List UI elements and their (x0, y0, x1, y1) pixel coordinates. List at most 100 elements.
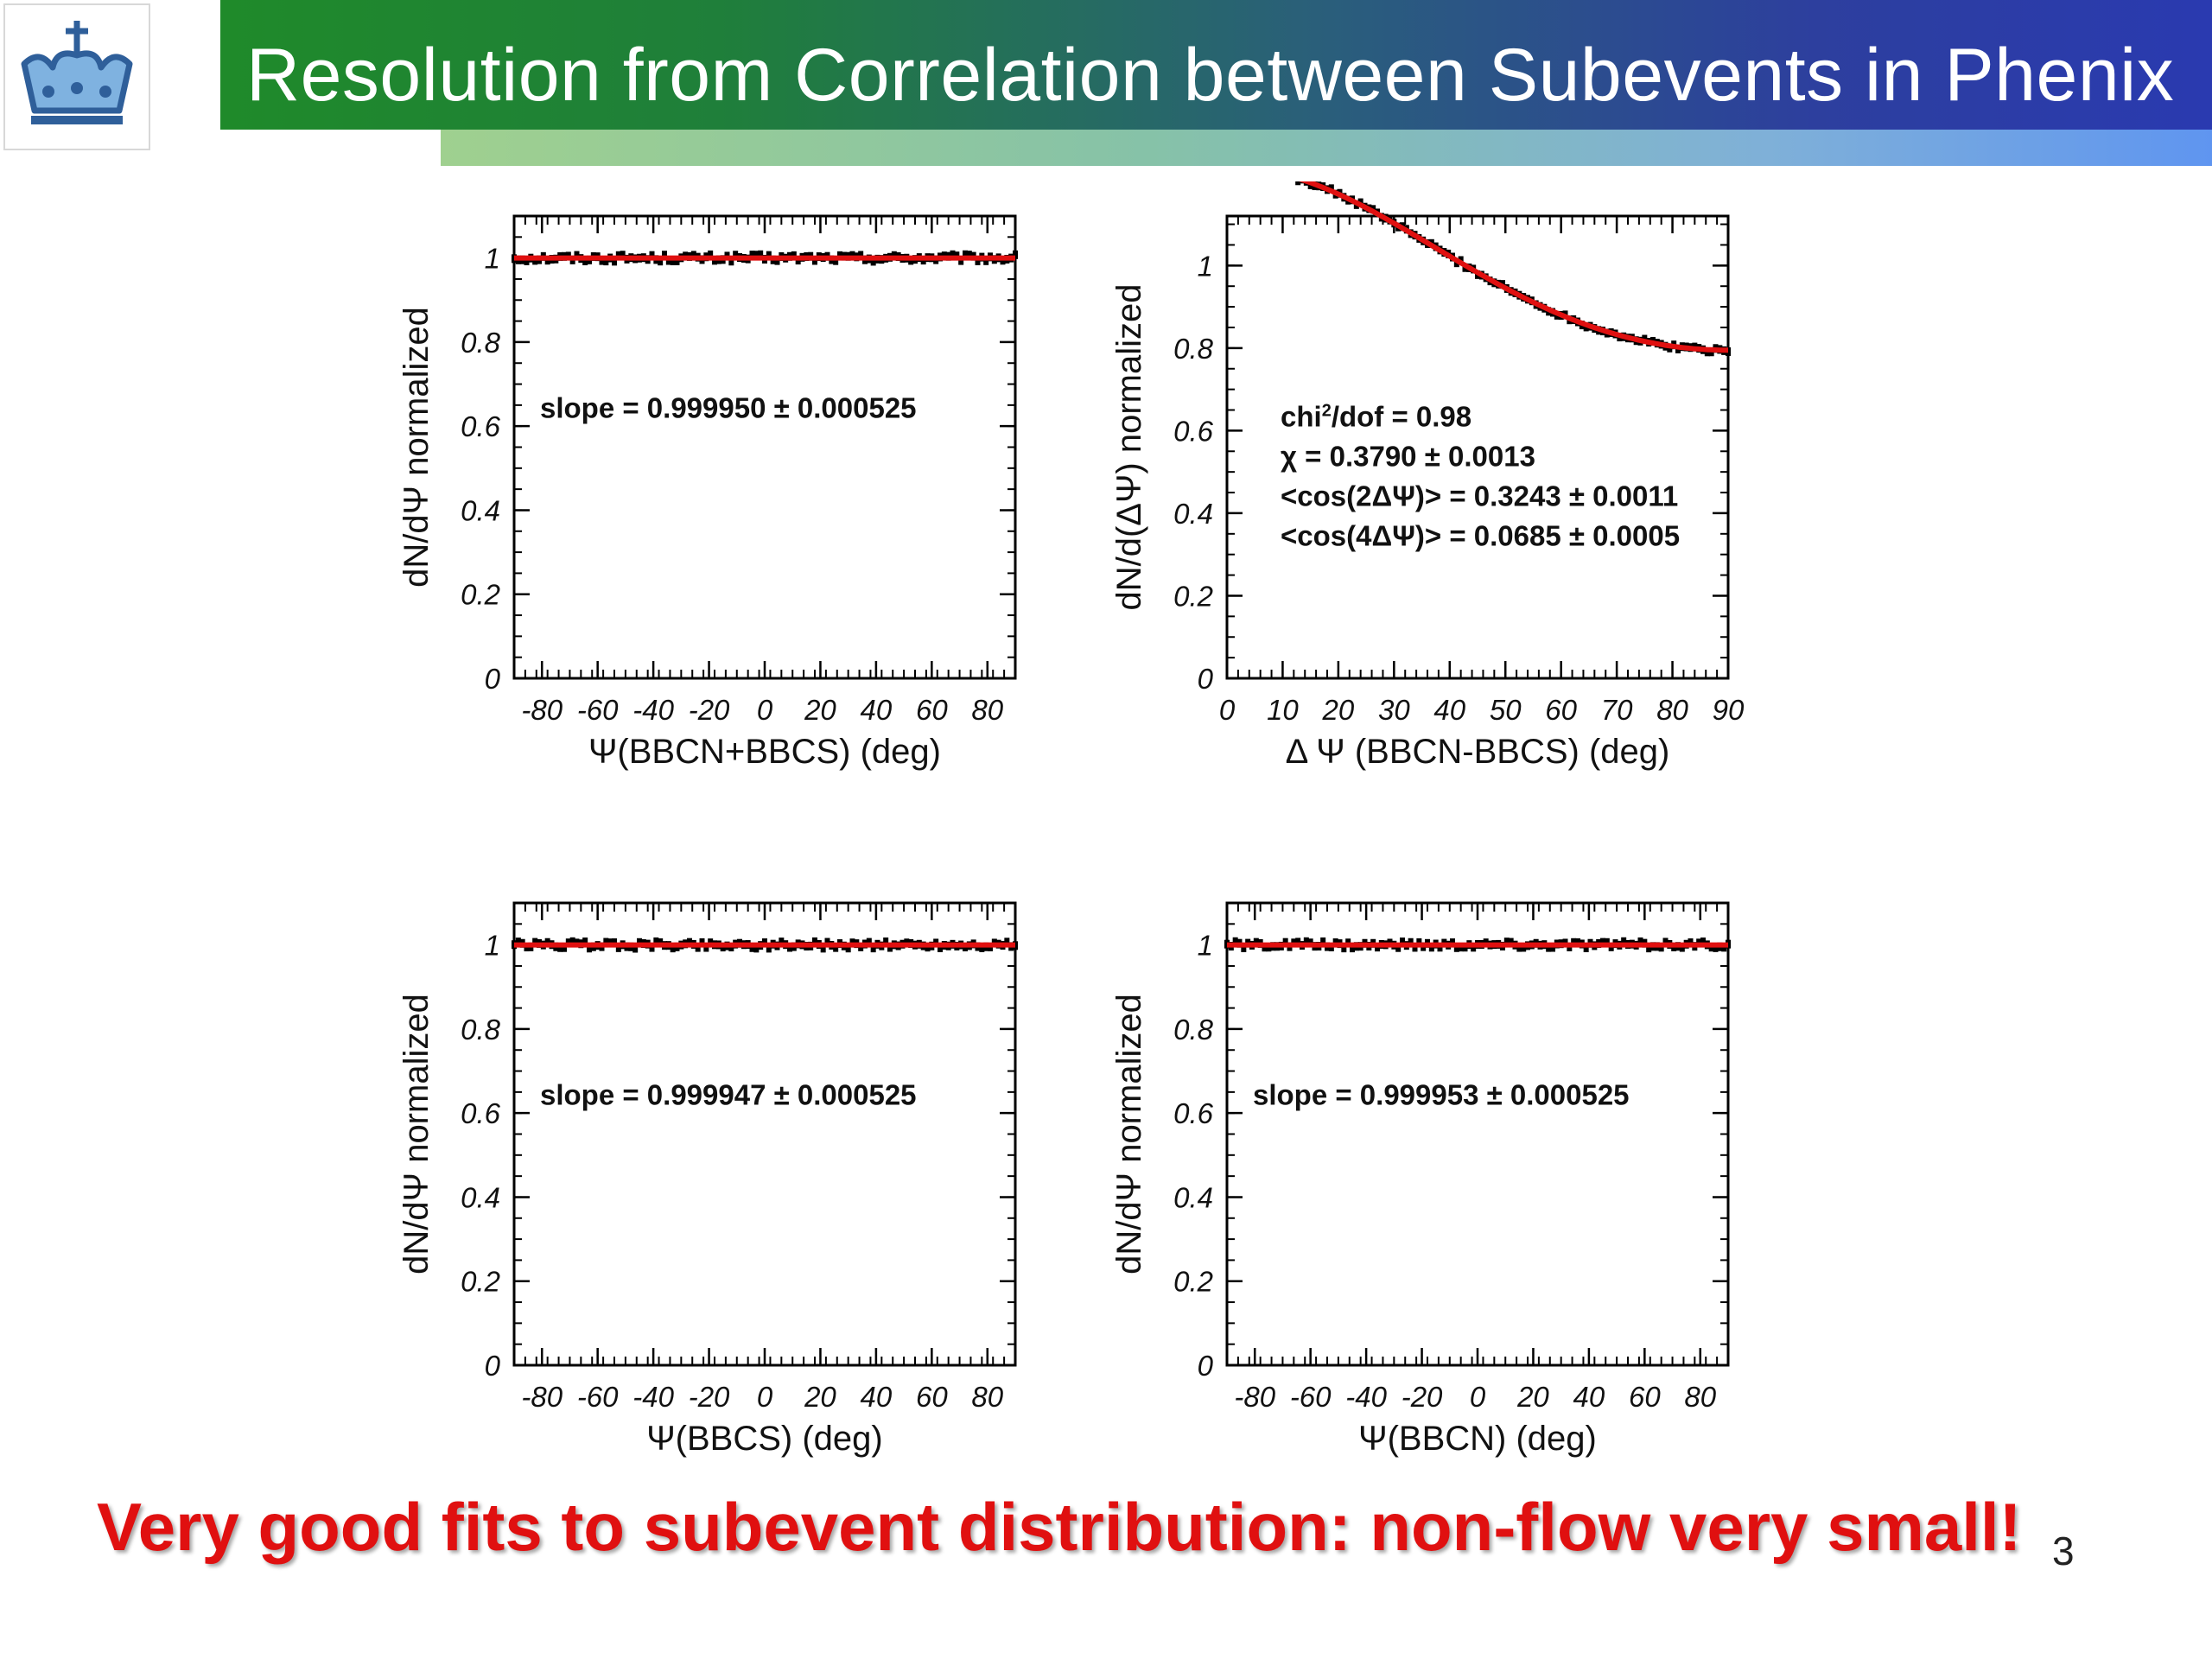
y-tick-label: 0 (485, 1350, 501, 1382)
data-point (1341, 944, 1347, 953)
data-point (1646, 944, 1652, 953)
x-tick-label: 60 (1545, 694, 1577, 726)
y-tick-label: 0 (485, 663, 501, 695)
data-point (603, 257, 609, 266)
data-point (670, 256, 676, 265)
data-point (845, 944, 851, 953)
data-point (603, 938, 609, 947)
y-tick-label: 1 (485, 930, 500, 962)
data-point (779, 938, 785, 947)
x-tick-label: -60 (1290, 1381, 1332, 1413)
data-point (870, 257, 876, 266)
y-tick-label: 0 (1198, 663, 1214, 695)
y-tick-label: 1 (1198, 250, 1213, 282)
y-tick-label: 1 (1198, 930, 1213, 962)
fit-annotation: χ = 0.3790 ± 0.0013 (1281, 441, 1535, 473)
data-point (612, 257, 617, 266)
x-tick-label: -20 (689, 694, 730, 726)
data-series (1295, 181, 1731, 357)
y-axis-title: dN/dΨ normalized (397, 994, 435, 1274)
x-tick-label: 0 (1219, 694, 1236, 726)
data-point (587, 944, 592, 953)
data-point (866, 938, 872, 947)
data-point (674, 256, 680, 265)
data-point (1637, 937, 1643, 946)
x-tick-label: 60 (916, 694, 948, 726)
data-point (1295, 938, 1301, 947)
data-point (1700, 938, 1706, 947)
data-point (1350, 944, 1355, 953)
header-bar (220, 0, 2212, 130)
x-tick-label: 20 (804, 694, 836, 726)
plot-frame (1225, 214, 1730, 680)
y-tick-label: 0.8 (1173, 333, 1214, 365)
plot-frame (512, 214, 1017, 680)
x-tick-label: 0 (1470, 1381, 1486, 1413)
data-point (733, 251, 739, 260)
data-point (582, 257, 588, 266)
data-point (753, 944, 760, 953)
y-tick-label: 0.4 (461, 1181, 500, 1213)
y-tick-label: 0.2 (461, 579, 500, 611)
chi2-annotation: chi2/dof = 0.98 (1281, 401, 1471, 433)
data-point (963, 250, 968, 259)
x-tick-label: 20 (1516, 1381, 1549, 1413)
data-point (1395, 943, 1402, 952)
y-tick-label: 1 (485, 243, 500, 275)
header-accent-strip (441, 130, 2212, 166)
slope-annotation: slope = 0.999953 ± 0.000525 (1253, 1078, 1630, 1110)
data-point (615, 943, 621, 952)
crown-icon (21, 21, 133, 124)
data-point (708, 250, 714, 259)
x-tick-label: -60 (577, 694, 619, 726)
data-point (979, 943, 985, 952)
data-point (1583, 944, 1589, 953)
data-point (833, 256, 839, 265)
x-tick-label: 80 (971, 1381, 1003, 1413)
plot-psi-bbcn: -80 -60 -40 -20 0 20 40 60 80 0 0.2 0.4 0.6 0.8 1 Ψ(BBC… (1110, 868, 1957, 1491)
data-point (749, 943, 755, 952)
x-tick-label: 0 (757, 694, 773, 726)
x-tick-label: 0 (757, 1381, 773, 1413)
x-tick-label: 70 (1601, 694, 1633, 726)
x-axis-title: Ψ(BBCN) (deg) (1358, 1420, 1597, 1458)
data-point (966, 251, 972, 260)
data-point (728, 257, 734, 266)
x-tick-label: 40 (1433, 694, 1465, 726)
fit-annotation: <cos(2ΔΨ)> = 0.3243 ± 0.0011 (1281, 480, 1678, 512)
chart-svg-1: -80 -60 -40 -20 0 20 40 60 80 0 0.2 0.4 0.6 0.8 1 Ψ(BBC… (397, 214, 1018, 771)
data-point (758, 250, 764, 259)
y-tick-label: 0.4 (461, 494, 500, 526)
page-number: 3 (2052, 1529, 2075, 1573)
x-tick-label: 20 (1322, 694, 1355, 726)
logo (3, 3, 150, 150)
data-point (950, 250, 956, 259)
data-point (1400, 938, 1405, 947)
x-tick-label: 60 (1629, 1381, 1661, 1413)
plot-psi-bbcn-bbcs: -80 -60 -40 -20 0 20 40 60 80 0 0.2 0.4 0.6 0.8 1 Ψ(BBC… (397, 181, 1244, 804)
chart-svg-4: -80 -60 -40 -20 0 20 40 60 80 0 0.2 0.4 0.6 0.8 1 Ψ(BBC… (1110, 901, 1731, 1458)
data-point (569, 937, 575, 946)
data-point (858, 251, 864, 260)
slope-annotation: slope = 0.999947 ± 0.000525 (540, 1078, 917, 1110)
data-point (532, 938, 538, 947)
x-tick-label: -80 (1234, 1381, 1275, 1413)
y-tick-label: 0.2 (461, 1266, 500, 1298)
data-point (1621, 937, 1627, 946)
data-point (582, 938, 588, 947)
data-point (1004, 938, 1010, 947)
x-tick-label: 80 (971, 694, 1003, 726)
data-point (753, 251, 760, 260)
y-tick-label: 0.4 (1173, 1181, 1213, 1213)
data-point (670, 944, 676, 953)
data-point (824, 938, 830, 947)
x-tick-label: -80 (521, 694, 563, 726)
x-axis-title: Ψ(BBCS) (deg) (646, 1420, 882, 1458)
data-point (1232, 937, 1238, 946)
data-point (1508, 938, 1514, 947)
x-tick-label: 80 (1684, 1381, 1716, 1413)
data-point (557, 943, 563, 952)
data-point (1013, 250, 1018, 259)
y-tick-label: 0.6 (1173, 1097, 1214, 1129)
plot-frame (512, 901, 1017, 1367)
